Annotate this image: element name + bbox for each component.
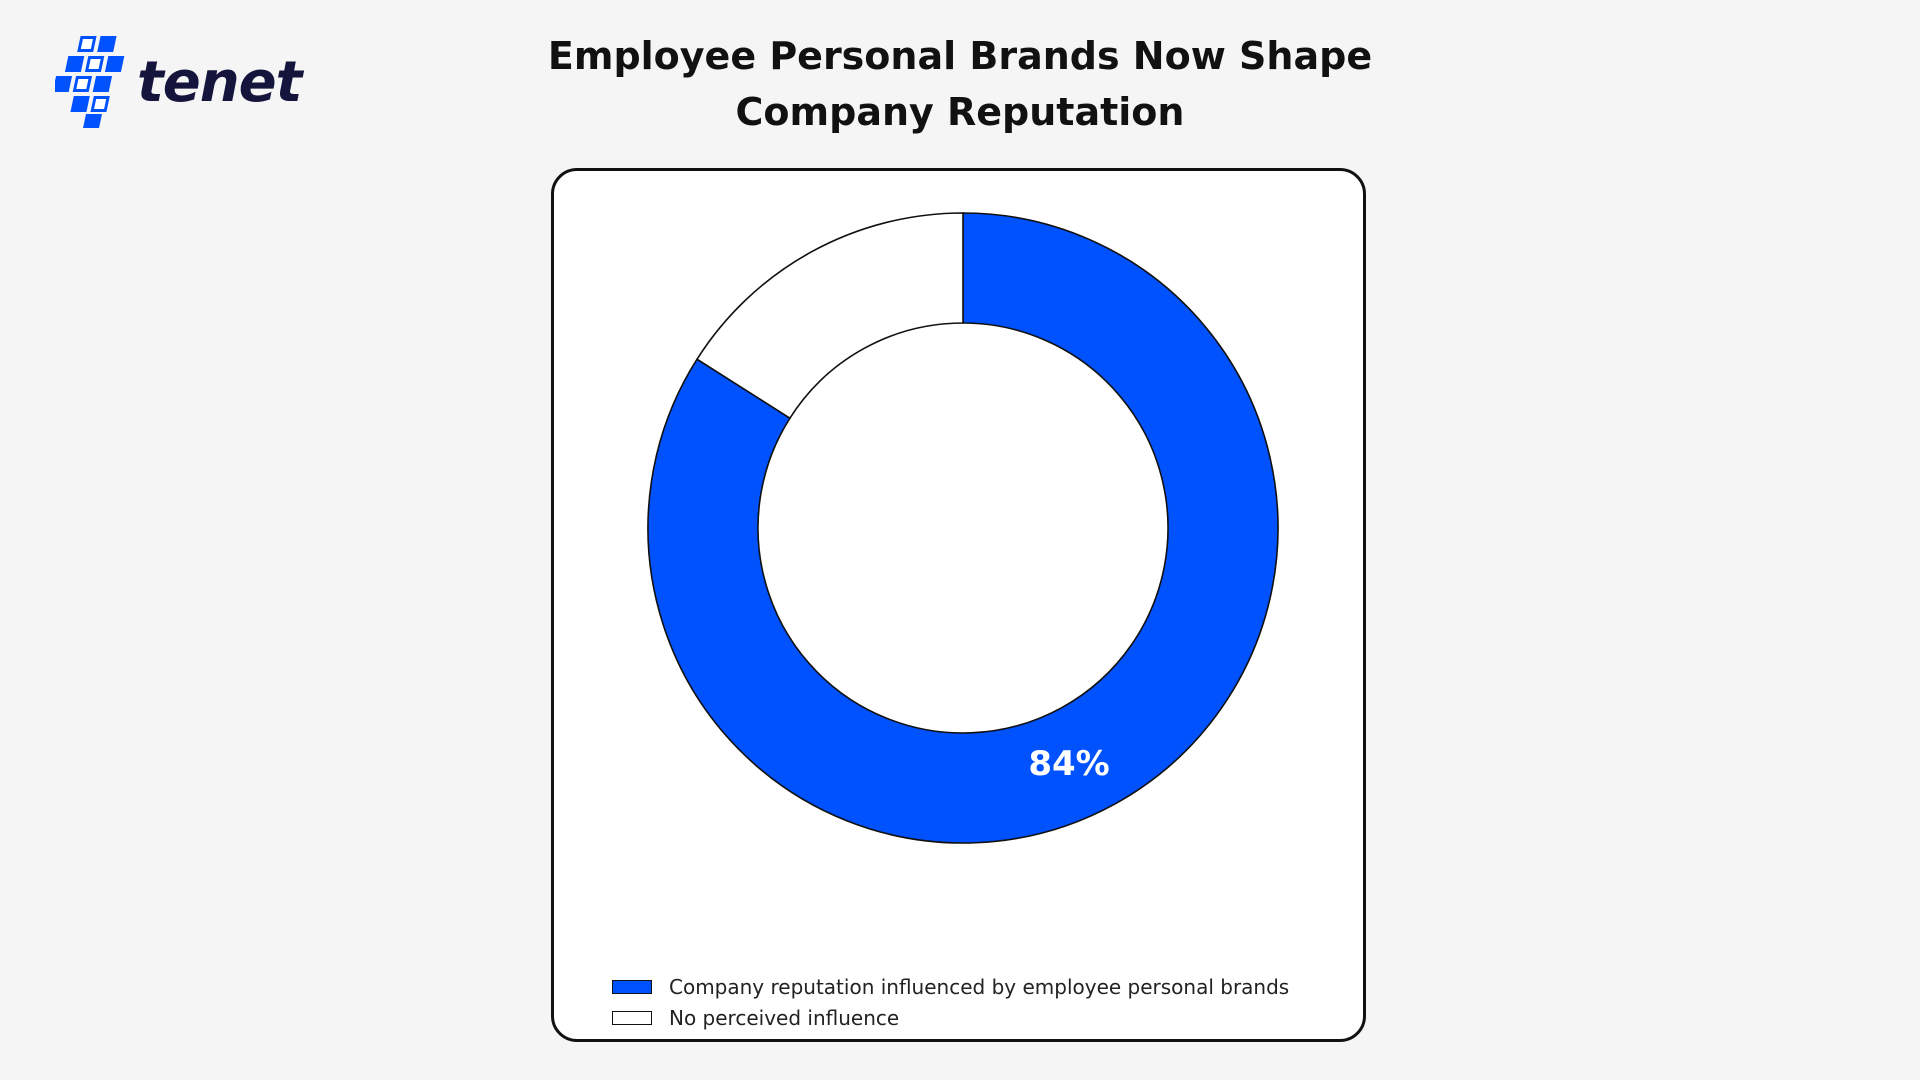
legend-label-influenced: Company reputation influenced by employe… xyxy=(669,974,1290,999)
donut-slice-influenced xyxy=(647,212,1279,844)
chart-legend: Company reputation influenced by employe… xyxy=(612,971,1289,1033)
legend-label-no-influence: No perceived influence xyxy=(669,1005,900,1030)
donut-chart: 84% xyxy=(647,212,1279,844)
page-title: Employee Personal Brands Now Shape Compa… xyxy=(547,34,1373,134)
chart-card: 84% Company reputation influenced by emp… xyxy=(551,168,1366,1042)
legend-item-influenced: Company reputation influenced by employe… xyxy=(612,971,1289,1002)
donut-slice-no-influence xyxy=(695,212,964,420)
logo-wordmark: tenet xyxy=(137,49,302,115)
tenet-logo: tenet xyxy=(55,34,302,130)
legend-item-no-influence: No perceived influence xyxy=(612,1002,1289,1033)
legend-swatch-no-influence xyxy=(612,1010,652,1025)
legend-swatch-influenced xyxy=(612,979,652,994)
data-label-influenced: 84% xyxy=(1028,744,1109,784)
tenet-logo-icon xyxy=(55,36,125,128)
